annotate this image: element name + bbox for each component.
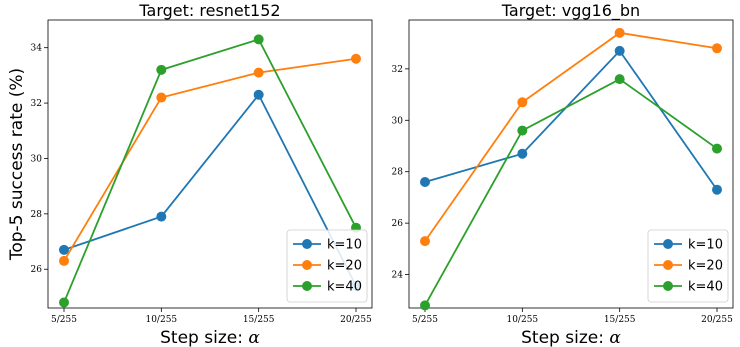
data-point-k=10-2 xyxy=(156,211,167,222)
legend-marker xyxy=(302,281,312,291)
y-tick-label: 26 xyxy=(31,265,43,275)
x-tick-label: 20/255 xyxy=(340,315,372,325)
x-tick-label: 5/255 xyxy=(412,315,438,325)
data-point-k=40-2 xyxy=(156,64,167,75)
legend-label: k=40 xyxy=(688,280,723,295)
x-tick-label: 10/255 xyxy=(506,315,538,325)
y-tick-label: 30 xyxy=(31,154,43,164)
x-axis-label: Step size: α xyxy=(521,328,621,347)
y-tick-label: 34 xyxy=(31,44,43,54)
plot-frame xyxy=(408,19,734,309)
x-tick-label: 20/255 xyxy=(701,315,733,325)
x-tick-label: 10/255 xyxy=(145,315,177,325)
legend: k=10 k=20 k=40 xyxy=(286,229,368,303)
data-point-k=20-4 xyxy=(712,43,722,54)
data-point-k=40-3 xyxy=(253,34,264,45)
plot-frame xyxy=(47,19,373,309)
data-point-k=10-3 xyxy=(614,45,625,56)
legend-label: k=20 xyxy=(327,259,362,274)
data-point-k=20-2 xyxy=(156,92,167,103)
data-point-k=20-3 xyxy=(614,27,625,38)
y-tick-label: 32 xyxy=(31,99,42,109)
chart-panel-2: Target: vgg16_bn 5/255 10/255 15/255 20/255 2… xyxy=(392,1,734,347)
data-point-k=10-2 xyxy=(517,148,528,159)
series-line-k=20 xyxy=(424,31,718,242)
y-tick-label: 28 xyxy=(31,210,43,220)
y-tick-label: 24 xyxy=(392,271,404,281)
legend-marker xyxy=(663,260,673,270)
data-point-k=40-4 xyxy=(712,143,722,154)
legend-marker xyxy=(663,239,673,249)
series-line-k=40 xyxy=(424,78,718,306)
data-point-k=40-2 xyxy=(517,125,528,136)
legend-label: k=40 xyxy=(327,280,362,295)
legend-label: k=10 xyxy=(327,238,362,253)
data-point-k=20-2 xyxy=(517,97,528,108)
data-point-k=20-4 xyxy=(351,53,361,64)
x-tick-label: 15/255 xyxy=(604,315,636,325)
legend-marker xyxy=(663,281,673,291)
series-line-k=20 xyxy=(63,57,357,262)
data-point-k=20-1 xyxy=(59,255,69,266)
data-point-k=10-1 xyxy=(59,244,69,255)
legend-label: k=20 xyxy=(688,259,723,274)
chart-title: Target: resnet152 xyxy=(138,1,280,20)
legend-label: k=10 xyxy=(688,238,723,253)
chart-panel-1: Target: resnet152 5/255 10/255 15/255 20/255… xyxy=(7,1,373,347)
data-point-k=40-3 xyxy=(614,74,625,85)
data-point-k=40-1 xyxy=(59,297,69,308)
data-point-k=10-1 xyxy=(420,177,430,187)
data-point-k=40-1 xyxy=(420,300,430,311)
data-point-k=10-3 xyxy=(253,89,264,100)
y-axis-label: Top-5 success rate (%) xyxy=(7,68,27,261)
y-tick-label: 30 xyxy=(392,116,404,126)
data-point-k=10-4 xyxy=(712,184,722,195)
x-axis-label: Step size: α xyxy=(160,328,260,347)
data-point-k=20-3 xyxy=(253,67,264,78)
x-tick-label: 15/255 xyxy=(243,315,275,325)
legend-marker xyxy=(302,239,312,249)
series-line-k=40 xyxy=(63,38,357,303)
legend: k=10 k=20 k=40 xyxy=(647,229,729,303)
y-tick-label: 32 xyxy=(392,65,403,75)
y-tick-label: 28 xyxy=(392,168,404,178)
series-line-k=10 xyxy=(63,93,357,287)
chart-title: Target: vgg16_bn xyxy=(501,1,640,21)
x-tick-label: 5/255 xyxy=(51,315,77,325)
data-point-k=20-1 xyxy=(420,236,430,247)
y-tick-label: 26 xyxy=(392,219,404,229)
series-line-k=10 xyxy=(424,49,718,191)
legend-marker xyxy=(302,260,312,270)
